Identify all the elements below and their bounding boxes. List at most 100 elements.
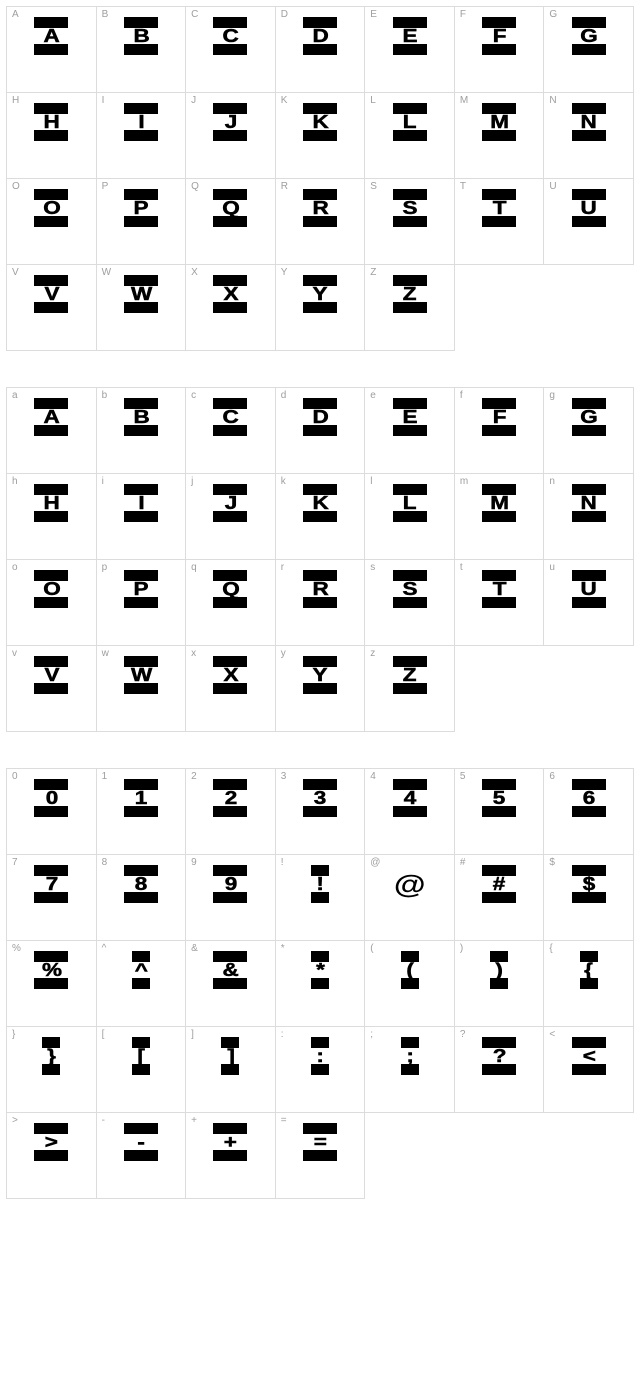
glyph: H bbox=[34, 484, 68, 522]
glyph: D bbox=[303, 17, 337, 55]
glyph-wrap: S bbox=[393, 570, 427, 608]
glyph-wrap: N bbox=[572, 103, 606, 141]
char-label: M bbox=[460, 96, 468, 106]
glyph: > bbox=[34, 1123, 68, 1161]
char-cell: 55 bbox=[455, 769, 545, 855]
glyph-wrap: T bbox=[482, 189, 516, 227]
glyph-wrap: ? bbox=[482, 1037, 516, 1075]
char-cell: iI bbox=[97, 474, 187, 560]
glyph-char: } bbox=[47, 1047, 55, 1065]
char-cell: ]] bbox=[186, 1027, 276, 1113]
glyph-wrap: R bbox=[303, 570, 337, 608]
glyph: X bbox=[213, 656, 247, 694]
glyph-wrap: $ bbox=[572, 865, 606, 903]
glyph-wrap: > bbox=[34, 1123, 68, 1161]
glyph-wrap: T bbox=[482, 570, 516, 608]
glyph-char: B bbox=[133, 408, 149, 426]
glyph-wrap: F bbox=[482, 398, 516, 436]
glyph-char: F bbox=[493, 408, 506, 426]
glyph-char: M bbox=[490, 494, 508, 512]
grid-lowercase: aAbBcCdDeEfFgGhHiIjJkKlLmMnNoOpPqQrRsStT… bbox=[6, 387, 634, 732]
empty-cell bbox=[544, 265, 634, 351]
glyph: H bbox=[34, 103, 68, 141]
empty-cell bbox=[365, 1113, 455, 1199]
char-cell: kK bbox=[276, 474, 366, 560]
char-cell: BB bbox=[97, 7, 187, 93]
glyph-wrap: F bbox=[482, 17, 516, 55]
glyph: C bbox=[213, 398, 247, 436]
char-label: 8 bbox=[102, 858, 108, 868]
char-cell: 33 bbox=[276, 769, 366, 855]
char-label: ] bbox=[191, 1030, 194, 1040]
char-cell: lL bbox=[365, 474, 455, 560]
char-label: Y bbox=[281, 268, 288, 278]
char-label: 7 bbox=[12, 858, 18, 868]
char-label: g bbox=[549, 391, 555, 401]
glyph-wrap: 7 bbox=[34, 865, 68, 903]
char-cell: nN bbox=[544, 474, 634, 560]
glyph: ( bbox=[401, 951, 419, 989]
glyph-char: L bbox=[403, 494, 416, 512]
glyph: * bbox=[311, 951, 329, 989]
glyph-char: & bbox=[223, 961, 239, 979]
char-label: P bbox=[102, 182, 109, 192]
char-label: [ bbox=[102, 1030, 105, 1040]
glyph: 6 bbox=[572, 779, 606, 817]
glyph-wrap: * bbox=[311, 951, 329, 989]
glyph-char: 7 bbox=[45, 875, 57, 893]
section-lowercase: aAbBcCdDeEfFgGhHiIjJkKlLmMnNoOpPqQrRsStT… bbox=[6, 387, 634, 732]
glyph-char: F bbox=[493, 27, 506, 45]
glyph: O bbox=[34, 189, 68, 227]
glyph-wrap: + bbox=[213, 1123, 247, 1161]
char-cell: xX bbox=[186, 646, 276, 732]
glyph-char: W bbox=[131, 285, 152, 303]
char-label: B bbox=[102, 10, 109, 20]
char-cell: LL bbox=[365, 93, 455, 179]
glyph: ^ bbox=[132, 951, 150, 989]
glyph: Y bbox=[303, 275, 337, 313]
glyph: ! bbox=[311, 865, 329, 903]
glyph-wrap: I bbox=[124, 103, 158, 141]
glyph: L bbox=[393, 103, 427, 141]
glyph-char: ; bbox=[406, 1047, 413, 1065]
glyph-wrap: B bbox=[124, 398, 158, 436]
glyph-wrap: H bbox=[34, 103, 68, 141]
glyph: C bbox=[213, 17, 247, 55]
glyph-wrap: 0 bbox=[34, 779, 68, 817]
char-cell: qQ bbox=[186, 560, 276, 646]
glyph-char: A bbox=[43, 27, 59, 45]
char-cell: hH bbox=[7, 474, 97, 560]
section-symbols: 00112233445566778899!!@@##$$%%^^&&**(())… bbox=[6, 768, 634, 1199]
char-cell: jJ bbox=[186, 474, 276, 560]
char-label: S bbox=[370, 182, 377, 192]
glyph: { bbox=[580, 951, 598, 989]
char-label: V bbox=[12, 268, 19, 278]
char-label: } bbox=[12, 1030, 15, 1040]
glyph-wrap: < bbox=[572, 1037, 606, 1075]
char-label: f bbox=[460, 391, 463, 401]
char-label: & bbox=[191, 944, 198, 954]
glyph-wrap: R bbox=[303, 189, 337, 227]
empty-cell bbox=[455, 265, 545, 351]
char-label: 2 bbox=[191, 772, 197, 782]
char-cell: && bbox=[186, 941, 276, 1027]
glyph-char: % bbox=[42, 961, 61, 979]
char-cell: $$ bbox=[544, 855, 634, 941]
glyph-char: 0 bbox=[45, 789, 57, 807]
char-cell: << bbox=[544, 1027, 634, 1113]
glyph-char: H bbox=[43, 494, 59, 512]
glyph: A bbox=[34, 398, 68, 436]
glyph: J bbox=[213, 103, 247, 141]
char-label: K bbox=[281, 96, 288, 106]
glyph: & bbox=[213, 951, 247, 989]
glyph-wrap: ( bbox=[401, 951, 419, 989]
char-label: c bbox=[191, 391, 196, 401]
glyph: 5 bbox=[482, 779, 516, 817]
glyph-wrap: 6 bbox=[572, 779, 606, 817]
char-label: q bbox=[191, 563, 197, 573]
char-cell: GG bbox=[544, 7, 634, 93]
glyph-char: U bbox=[581, 199, 597, 217]
glyph-char: P bbox=[134, 199, 148, 217]
glyph: + bbox=[213, 1123, 247, 1161]
glyph-wrap: 9 bbox=[213, 865, 247, 903]
